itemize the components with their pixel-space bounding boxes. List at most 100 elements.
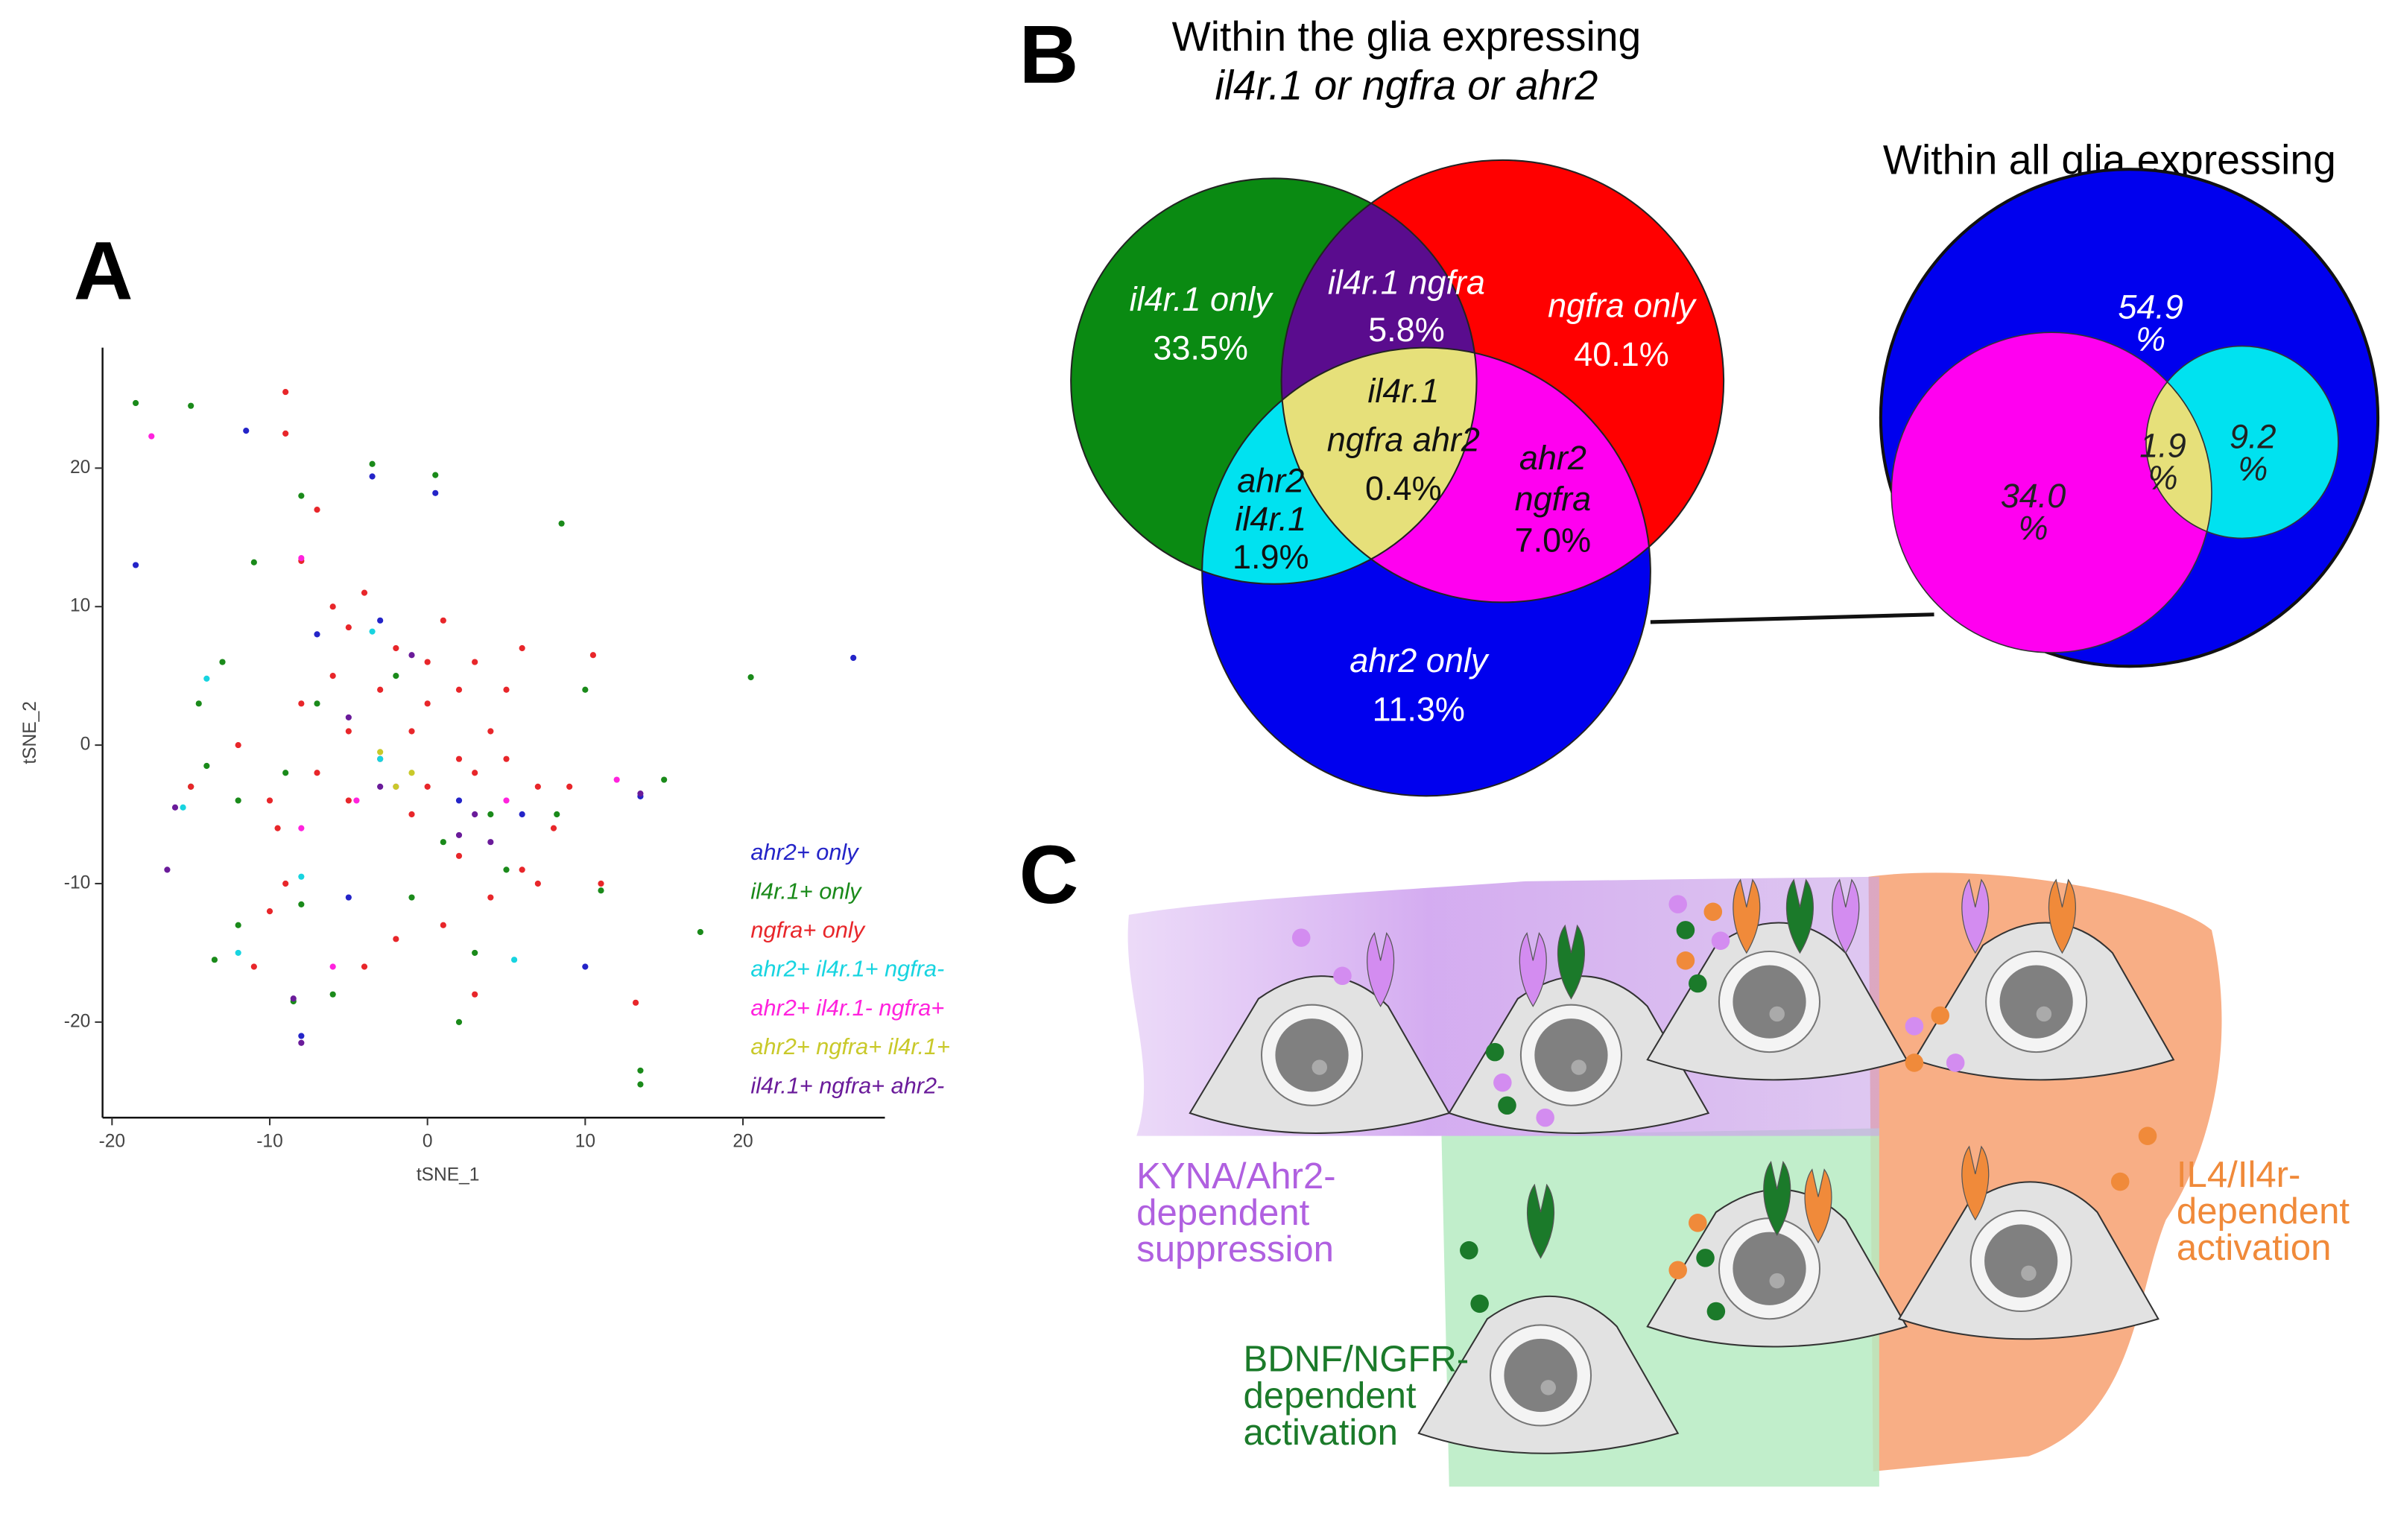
point bbox=[369, 473, 376, 480]
y-tick-label: -10 bbox=[64, 872, 90, 893]
connector bbox=[1650, 612, 1934, 624]
point bbox=[472, 659, 478, 665]
point bbox=[164, 866, 171, 873]
point bbox=[455, 1018, 463, 1025]
venn-label: ngfra bbox=[1515, 480, 1592, 518]
venn-label: il4r.1 ngfra bbox=[1328, 264, 1485, 302]
point bbox=[353, 797, 360, 804]
point bbox=[850, 654, 857, 662]
point bbox=[171, 804, 179, 811]
point bbox=[408, 728, 415, 735]
signal-molecule bbox=[2110, 1172, 2130, 1191]
subset-label: % bbox=[2019, 509, 2048, 547]
receptor bbox=[1557, 924, 1585, 1000]
pathway-label: dependent bbox=[1243, 1376, 1416, 1416]
venn-diagram bbox=[1070, 159, 1725, 797]
signal-molecule bbox=[1689, 1214, 1707, 1232]
legend-entry: ngfra+ only bbox=[750, 917, 865, 943]
point bbox=[345, 624, 352, 631]
point bbox=[188, 783, 194, 790]
legend-entry: ahr2+ only bbox=[750, 839, 859, 865]
point bbox=[472, 770, 478, 776]
point bbox=[314, 700, 320, 707]
venn-label: ahr2 only bbox=[1350, 641, 1490, 679]
point bbox=[266, 797, 273, 804]
point bbox=[274, 825, 281, 831]
y-tick-label: -20 bbox=[64, 1011, 90, 1031]
subset-diagram bbox=[1879, 168, 2380, 668]
point bbox=[637, 1067, 644, 1074]
point bbox=[148, 433, 155, 440]
nucleolus bbox=[1769, 1006, 1785, 1022]
point bbox=[203, 762, 210, 770]
point bbox=[455, 797, 463, 804]
venn-label: 0.4% bbox=[1365, 469, 1442, 507]
venn-label: 11.3% bbox=[1373, 691, 1465, 729]
x-tick-label: -20 bbox=[99, 1131, 125, 1151]
venn-label: 40.1% bbox=[1574, 335, 1669, 373]
point bbox=[282, 770, 289, 776]
nucleolus bbox=[2036, 1006, 2052, 1022]
receptor bbox=[1961, 1145, 1990, 1221]
receptor bbox=[1526, 1183, 1555, 1259]
point bbox=[314, 631, 320, 638]
legend-entry: ahr2+ il4r.1- ngfra+ bbox=[750, 995, 944, 1021]
venn-label: ngfra only bbox=[1548, 286, 1697, 324]
point bbox=[632, 999, 639, 1006]
point bbox=[534, 880, 541, 887]
point bbox=[329, 963, 336, 970]
point bbox=[424, 659, 431, 665]
point bbox=[298, 555, 305, 562]
nucleolus bbox=[1312, 1059, 1328, 1075]
point bbox=[211, 957, 218, 963]
point bbox=[510, 957, 518, 963]
receptor bbox=[1832, 878, 1860, 954]
point bbox=[329, 603, 336, 610]
point bbox=[314, 770, 320, 776]
point bbox=[519, 811, 525, 818]
point bbox=[329, 991, 336, 998]
point bbox=[487, 894, 494, 901]
legend-entry: il4r.1+ ngfra+ ahr2- bbox=[750, 1072, 944, 1098]
point bbox=[582, 686, 589, 693]
point bbox=[550, 825, 557, 831]
panel-label: B bbox=[1019, 9, 1079, 101]
point bbox=[243, 428, 250, 434]
point bbox=[282, 880, 289, 887]
point bbox=[369, 628, 376, 635]
point bbox=[472, 811, 478, 818]
point bbox=[377, 755, 384, 762]
panel-label: A bbox=[74, 226, 133, 317]
pathway-label: activation bbox=[2177, 1228, 2331, 1268]
point bbox=[519, 644, 525, 652]
subset-label: % bbox=[2136, 320, 2165, 358]
point bbox=[298, 1039, 305, 1046]
signal-molecule bbox=[1668, 895, 1687, 913]
point bbox=[377, 686, 384, 693]
point bbox=[361, 963, 368, 970]
point bbox=[455, 686, 463, 693]
point bbox=[440, 839, 446, 846]
point bbox=[298, 700, 305, 707]
point bbox=[393, 783, 399, 790]
point bbox=[503, 866, 510, 873]
signal-molecule bbox=[1460, 1240, 1478, 1260]
point bbox=[487, 811, 494, 818]
illustration bbox=[1127, 872, 2222, 1487]
point bbox=[203, 675, 210, 682]
receptor bbox=[1763, 1161, 1791, 1236]
point bbox=[250, 963, 257, 970]
receptor bbox=[1733, 878, 1761, 954]
point bbox=[377, 749, 384, 755]
y-tick-label: 20 bbox=[70, 457, 90, 478]
venn-title: Within the glia expressing bbox=[1172, 13, 1642, 60]
signal-molecule bbox=[1333, 966, 1352, 986]
venn-label: ahr2 bbox=[1237, 462, 1304, 500]
point bbox=[235, 741, 241, 749]
legend-entry: ahr2+ il4r.1+ ngfra- bbox=[750, 956, 944, 982]
venn-label: il4r.1 only bbox=[1130, 280, 1273, 318]
subset-label: % bbox=[2148, 459, 2177, 497]
point bbox=[329, 673, 336, 679]
point bbox=[554, 811, 560, 818]
point bbox=[282, 388, 289, 396]
